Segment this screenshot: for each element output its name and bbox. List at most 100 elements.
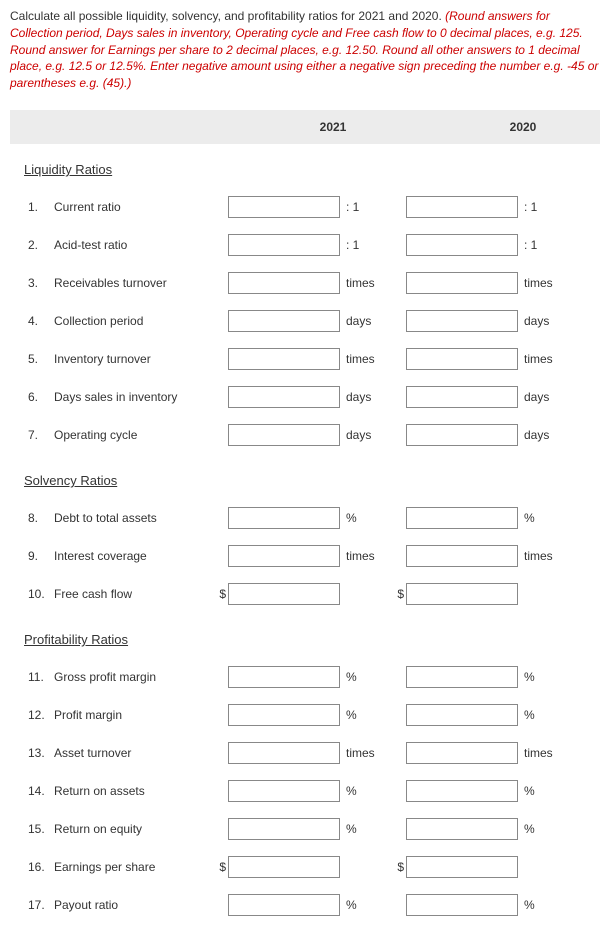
ratio-row: 14.Return on assets%%	[10, 775, 600, 807]
year-header-row: 2021 2020	[10, 110, 600, 144]
row-label: Collection period	[54, 314, 214, 328]
input-y1[interactable]	[228, 272, 340, 294]
input-y2[interactable]	[406, 196, 518, 218]
suffix-y2: times	[518, 746, 560, 760]
row-number: 14.	[10, 784, 54, 798]
input-y1[interactable]	[228, 742, 340, 764]
input-y1[interactable]	[228, 704, 340, 726]
input-y2[interactable]	[406, 894, 518, 916]
prefix-y2: $	[392, 860, 406, 874]
ratio-row: 5.Inventory turnovertimestimes	[10, 343, 600, 375]
input-y2[interactable]	[406, 310, 518, 332]
row-label: Debt to total assets	[54, 511, 214, 525]
ratio-row: 12.Profit margin%%	[10, 699, 600, 731]
suffix-y1: times	[340, 276, 382, 290]
input-y2[interactable]	[406, 386, 518, 408]
suffix-y1: days	[340, 428, 382, 442]
instructions-black: Calculate all possible liquidity, solven…	[10, 9, 445, 23]
row-label: Operating cycle	[54, 428, 214, 442]
ratio-row: 10.Free cash flow$$	[10, 578, 600, 610]
ratio-row: 13.Asset turnover times times	[10, 737, 600, 769]
ratio-row: 6.Days sales in inventorydaysdays	[10, 381, 600, 413]
suffix-y2: : 1	[518, 200, 560, 214]
input-y1[interactable]	[228, 348, 340, 370]
input-y2[interactable]	[406, 666, 518, 688]
input-y2[interactable]	[406, 704, 518, 726]
input-y2[interactable]	[406, 348, 518, 370]
suffix-y2: %	[518, 822, 560, 836]
ratio-row: 8.Debt to total assets%%	[10, 502, 600, 534]
input-y2[interactable]	[406, 272, 518, 294]
input-y2[interactable]	[406, 424, 518, 446]
row-number: 2.	[10, 238, 54, 252]
suffix-y2: times	[518, 276, 560, 290]
row-number: 13.	[10, 746, 54, 760]
input-y1[interactable]	[228, 545, 340, 567]
input-y2[interactable]	[406, 507, 518, 529]
instructions: Calculate all possible liquidity, solven…	[10, 8, 600, 92]
row-label: Gross profit margin	[54, 670, 214, 684]
row-number: 4.	[10, 314, 54, 328]
input-y1[interactable]	[228, 894, 340, 916]
input-y2[interactable]	[406, 545, 518, 567]
suffix-y2: days	[518, 428, 560, 442]
input-y1[interactable]	[228, 507, 340, 529]
input-y1[interactable]	[228, 386, 340, 408]
row-label: Payout ratio	[54, 898, 214, 912]
prefix-y2: $	[392, 587, 406, 601]
suffix-y1: times	[340, 549, 382, 563]
input-y2[interactable]	[406, 780, 518, 802]
row-label: Return on equity	[54, 822, 214, 836]
input-y1[interactable]	[228, 196, 340, 218]
row-label: Days sales in inventory	[54, 390, 214, 404]
row-label: Return on assets	[54, 784, 214, 798]
suffix-y1: %	[340, 898, 382, 912]
input-y2[interactable]	[406, 818, 518, 840]
ratio-row: 7.Operating cycle days days	[10, 419, 600, 451]
input-y1[interactable]	[228, 424, 340, 446]
row-number: 6.	[10, 390, 54, 404]
ratio-row: 3.Receivables turnovertimestimes	[10, 267, 600, 299]
input-y1[interactable]	[228, 583, 340, 605]
suffix-y1: days	[340, 314, 382, 328]
input-y1[interactable]	[228, 234, 340, 256]
input-y1[interactable]	[228, 856, 340, 878]
section-gap	[10, 616, 600, 626]
suffix-y1: : 1	[340, 200, 382, 214]
row-label: Inventory turnover	[54, 352, 214, 366]
year2-header: 2020	[448, 120, 598, 134]
input-y1[interactable]	[228, 780, 340, 802]
row-number: 16.	[10, 860, 54, 874]
input-y2[interactable]	[406, 583, 518, 605]
year1-header: 2021	[258, 120, 408, 134]
input-y1[interactable]	[228, 310, 340, 332]
suffix-y1: times	[340, 746, 382, 760]
row-number: 1.	[10, 200, 54, 214]
row-label: Asset turnover	[54, 746, 214, 760]
input-y1[interactable]	[228, 666, 340, 688]
suffix-y1: %	[340, 822, 382, 836]
input-y2[interactable]	[406, 234, 518, 256]
input-y2[interactable]	[406, 742, 518, 764]
suffix-y1: days	[340, 390, 382, 404]
row-number: 5.	[10, 352, 54, 366]
row-label: Current ratio	[54, 200, 214, 214]
section-gap	[10, 457, 600, 467]
input-y1[interactable]	[228, 818, 340, 840]
suffix-y2: %	[518, 708, 560, 722]
section-title: Liquidity Ratios	[24, 162, 600, 177]
ratio-row: 11.Gross profit margin%%	[10, 661, 600, 693]
row-label: Earnings per share	[54, 860, 214, 874]
suffix-y2: %	[518, 898, 560, 912]
suffix-y2: %	[518, 670, 560, 684]
ratio-row: 1.Current ratio : 1 : 1	[10, 191, 600, 223]
row-number: 15.	[10, 822, 54, 836]
input-y2[interactable]	[406, 856, 518, 878]
row-number: 17.	[10, 898, 54, 912]
suffix-y2: %	[518, 784, 560, 798]
row-number: 3.	[10, 276, 54, 290]
row-number: 7.	[10, 428, 54, 442]
row-label: Free cash flow	[54, 587, 214, 601]
suffix-y2: %	[518, 511, 560, 525]
row-number: 10.	[10, 587, 54, 601]
